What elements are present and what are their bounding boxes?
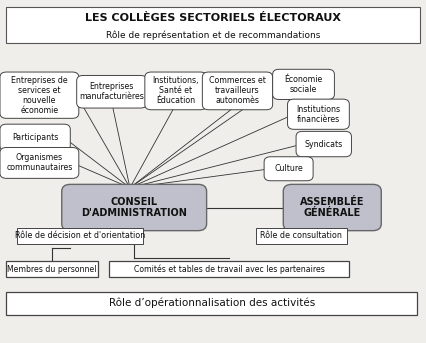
FancyBboxPatch shape — [6, 7, 420, 43]
FancyBboxPatch shape — [264, 157, 313, 181]
Text: Entreprises
manufacturières: Entreprises manufacturières — [79, 82, 144, 101]
Text: Participants: Participants — [12, 133, 58, 142]
FancyBboxPatch shape — [6, 292, 417, 315]
Text: Comités et tables de travail avec les partenaires: Comités et tables de travail avec les pa… — [133, 264, 325, 274]
Text: Institutions
financières: Institutions financières — [296, 105, 340, 124]
FancyBboxPatch shape — [0, 72, 79, 118]
Text: Rôle de consultation: Rôle de consultation — [260, 231, 343, 240]
Text: Rôle de décision et d'orientation: Rôle de décision et d'orientation — [15, 231, 145, 240]
Text: Institutions,
Santé et
Éducation: Institutions, Santé et Éducation — [153, 76, 199, 105]
Text: Rôle d’opérationnalisation des activités: Rôle d’opérationnalisation des activités — [109, 298, 315, 308]
FancyBboxPatch shape — [145, 72, 207, 110]
Text: Culture: Culture — [274, 164, 303, 173]
FancyBboxPatch shape — [6, 261, 98, 277]
Text: LES COLLÈGES SECTORIELS ÉLECTORAUX: LES COLLÈGES SECTORIELS ÉLECTORAUX — [85, 13, 341, 23]
Text: Rôle de représentation et de recommandations: Rôle de représentation et de recommandat… — [106, 30, 320, 40]
FancyBboxPatch shape — [17, 228, 143, 244]
Text: Membres du personnel: Membres du personnel — [7, 265, 97, 274]
Text: CONSEIL
D'ADMINISTRATION: CONSEIL D'ADMINISTRATION — [81, 197, 187, 218]
Text: Commerces et
travailleurs
autonomès: Commerces et travailleurs autonomès — [209, 76, 266, 105]
FancyBboxPatch shape — [109, 261, 349, 277]
FancyBboxPatch shape — [283, 185, 381, 230]
FancyBboxPatch shape — [0, 124, 70, 151]
Text: Organismes
communautaires: Organismes communautaires — [6, 153, 72, 173]
FancyBboxPatch shape — [288, 99, 349, 129]
Text: ASSEMBLÉE
GÉNÉRALE: ASSEMBLÉE GÉNÉRALE — [300, 197, 365, 218]
FancyBboxPatch shape — [0, 147, 79, 178]
FancyBboxPatch shape — [202, 72, 273, 110]
FancyBboxPatch shape — [256, 228, 347, 244]
FancyBboxPatch shape — [296, 131, 351, 157]
FancyBboxPatch shape — [77, 75, 147, 108]
FancyBboxPatch shape — [62, 185, 207, 230]
FancyBboxPatch shape — [273, 69, 334, 99]
Text: Entreprises de
services et
nouvelle
économie: Entreprises de services et nouvelle écon… — [11, 75, 68, 115]
Text: Économie
sociale: Économie sociale — [285, 75, 322, 94]
Text: Syndicats: Syndicats — [305, 140, 343, 149]
